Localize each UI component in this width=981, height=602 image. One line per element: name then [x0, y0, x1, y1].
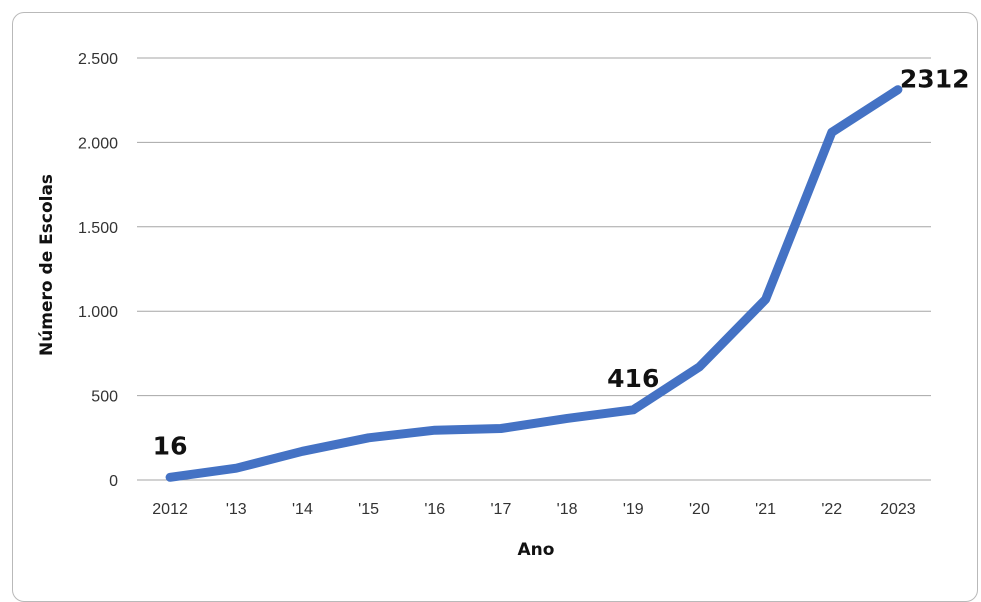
data-point	[168, 475, 173, 480]
data-label: 2312	[900, 65, 970, 94]
data-point	[234, 466, 239, 471]
data-point	[565, 416, 570, 421]
x-tick-label: '17	[490, 501, 511, 518]
x-tick-label: '22	[821, 501, 842, 518]
x-axis-title: Ano	[518, 540, 555, 560]
y-tick-label: 2.500	[78, 51, 118, 68]
x-tick-label: '14	[292, 501, 313, 518]
x-tick-label: '21	[755, 501, 776, 518]
y-tick-label: 0	[109, 473, 118, 490]
data-point	[366, 435, 371, 440]
data-point	[498, 426, 503, 431]
data-point	[697, 364, 702, 369]
series-line-group	[165, 85, 903, 482]
data-label: 16	[153, 431, 188, 460]
x-tick-label: 2012	[152, 501, 188, 518]
data-point	[432, 428, 437, 433]
gridlines	[137, 57, 931, 481]
x-tick-label: 2023	[880, 501, 916, 518]
x-axis-tick-labels: 2012 '13 '14 '15 '16 '17 '18 '19 '20 '21 '22 2023	[152, 501, 916, 518]
data-point	[895, 87, 900, 92]
data-point	[300, 449, 305, 454]
y-axis-tick-labels: 0 500 1.000 1.500 2.000 2.500	[78, 51, 118, 490]
x-tick-label: '20	[689, 501, 710, 518]
data-labels: 16 416 2312	[153, 65, 970, 461]
y-axis-title: Número de Escolas	[37, 174, 57, 356]
x-tick-label: '19	[623, 501, 644, 518]
data-point	[829, 130, 834, 135]
x-tick-label: '18	[557, 501, 578, 518]
data-label: 416	[607, 364, 659, 393]
y-tick-label: 1.500	[78, 220, 118, 237]
data-point	[631, 407, 636, 412]
line-chart: 0 500 1.000 1.500 2.000 2.500 2012 '13 '14 '15 '1…	[37, 51, 970, 560]
y-tick-label: 500	[91, 389, 118, 406]
data-point	[763, 297, 768, 302]
x-tick-label: '15	[358, 501, 379, 518]
y-tick-label: 1.000	[78, 304, 118, 321]
series-line	[165, 85, 903, 482]
y-tick-label: 2.000	[78, 135, 118, 152]
x-tick-label: '13	[226, 501, 247, 518]
x-tick-label: '16	[424, 501, 445, 518]
